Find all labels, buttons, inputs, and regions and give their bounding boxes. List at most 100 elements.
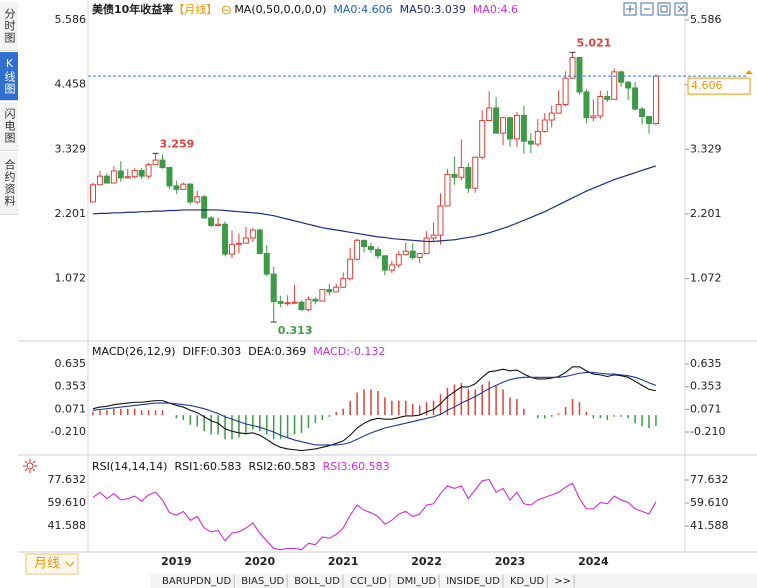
y-tick-label: 4.458: [55, 78, 87, 91]
y-tick-label: 77.632: [48, 473, 87, 486]
candle-body: [416, 252, 423, 258]
x-tick-label: 2023: [495, 555, 526, 568]
candle-body: [249, 229, 256, 239]
chart-title: 美债10年收益率: [92, 2, 173, 16]
indicator-tab[interactable]: KD_UD: [510, 576, 545, 587]
sidebar-tab[interactable]: K线图: [0, 52, 18, 101]
candle-body: [472, 156, 479, 189]
y-tick-label: 0.071: [690, 402, 722, 415]
last-price-arrow: [745, 70, 753, 75]
candle-body: [333, 286, 340, 293]
candle-body: [402, 250, 409, 256]
last-price-box: [687, 77, 751, 95]
candle-body: [235, 242, 242, 245]
icon-button[interactable]: [623, 2, 637, 16]
toolbar-icons: [623, 2, 688, 16]
indicator-tab[interactable]: BARUPDN_UD: [162, 576, 231, 587]
legend-item: DIFF:0.303: [183, 345, 242, 358]
x-tick-label: 2019: [161, 555, 192, 568]
candle-body: [131, 169, 138, 178]
candle-body: [152, 159, 159, 166]
candle-body: [103, 175, 110, 184]
candle-body: [374, 248, 381, 257]
rsi-line: [92, 478, 657, 551]
extreme-label: 0.313: [278, 324, 313, 337]
candle-body: [541, 119, 548, 132]
sidebar-tab[interactable]: 合约资料: [0, 152, 18, 215]
y-tick-label: 0.635: [690, 357, 722, 370]
y-tick-label: 2.201: [690, 207, 722, 220]
y-tick-label: -0.210: [51, 425, 86, 438]
candle-body: [159, 159, 166, 169]
candle-body: [291, 301, 298, 304]
candle-body: [242, 237, 249, 244]
candle-body: [451, 173, 458, 178]
indicator-tab[interactable]: DMI_UD: [397, 576, 437, 587]
collapse-icon: [221, 5, 231, 15]
last-price-label: 4.606: [691, 79, 723, 92]
legend-item: MA0:4.6: [473, 3, 518, 16]
candle-body: [555, 104, 562, 114]
candle-body: [597, 96, 604, 117]
icon-button[interactable]: [657, 2, 671, 16]
x-tick-label: 2021: [328, 555, 359, 568]
sidebar-tab[interactable]: 闪电图: [0, 102, 18, 151]
candle-body: [534, 130, 541, 145]
candle-body: [305, 298, 312, 311]
y-tick-label: 0.353: [690, 380, 722, 393]
candle-body: [326, 289, 333, 293]
candle-body: [361, 239, 368, 248]
sidebar-tab[interactable]: 分时图: [0, 2, 18, 51]
icon-glyph: [26, 462, 34, 470]
period-button-label[interactable]: 月线: [34, 557, 60, 572]
candle-body: [395, 254, 402, 266]
dropdown-caret: [65, 561, 75, 567]
candle-body: [569, 57, 576, 79]
candle-body: [117, 170, 124, 179]
x-tick-label: 2020: [244, 555, 275, 568]
indicator-tab[interactable]: BIAS_UD: [241, 576, 284, 587]
candle-body: [277, 301, 284, 304]
y-tick-label: 41.588: [48, 519, 87, 532]
extreme-label: 5.021: [577, 36, 612, 49]
icon-button[interactable]: [674, 2, 688, 16]
period-label: 【月线】: [173, 2, 217, 16]
candle-body: [229, 243, 235, 255]
candle-body: [458, 167, 465, 178]
legend-item: MA0:4.606: [333, 3, 392, 16]
extreme-label: 3.259: [160, 137, 195, 150]
icon-glyph: [23, 459, 37, 473]
tab-bar: [150, 574, 757, 588]
legend-item: DEA:0.369: [248, 345, 306, 358]
y-tick-label: 3.329: [55, 142, 87, 155]
candle-body: [354, 239, 361, 260]
candle-body: [90, 184, 96, 203]
indicator-tab[interactable]: BOLL_UD: [294, 576, 340, 587]
indicator-tab[interactable]: CCI_UD: [350, 576, 387, 587]
candle-body: [347, 258, 354, 280]
candle-body: [507, 117, 513, 140]
candle-body: [256, 229, 263, 254]
indicator-tab[interactable]: INSIDE_UD: [446, 576, 500, 587]
period-button[interactable]: [25, 553, 79, 575]
indicator-tab[interactable]: >>: [554, 576, 571, 587]
y-tick-label: 2.201: [55, 207, 87, 220]
y-tick-label: 59.610: [48, 496, 87, 509]
candle-body: [520, 114, 527, 142]
candle-body: [583, 91, 590, 119]
candle-body: [187, 183, 194, 203]
y-tick-label: 0.353: [55, 380, 87, 393]
candle-body: [319, 289, 326, 302]
candle-body: [96, 175, 103, 186]
candle-body: [548, 112, 555, 121]
icon-button[interactable]: [640, 2, 654, 16]
candle-body: [110, 170, 117, 184]
y-tick-label: 1.072: [55, 272, 87, 285]
y-tick-label: 5.586: [55, 13, 87, 26]
legend-item: MA(0,50,0,0,0,0): [234, 3, 326, 16]
candle-body: [124, 176, 131, 179]
icon-glyph: [660, 5, 668, 13]
candle-body: [263, 252, 270, 275]
candle-body: [493, 107, 500, 134]
